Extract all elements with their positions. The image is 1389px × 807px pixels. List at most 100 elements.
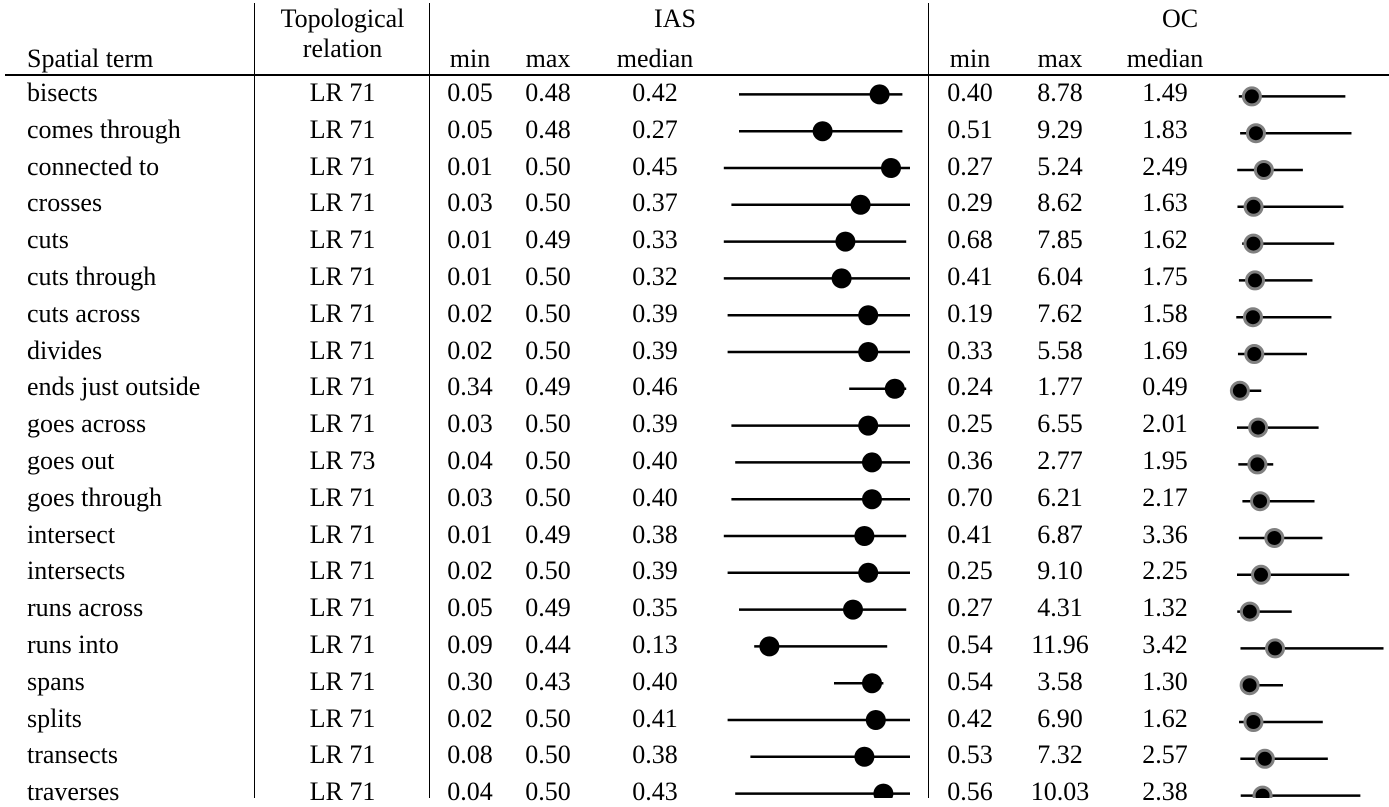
ias-max-cell: 0.50 — [525, 446, 571, 475]
header-ias-min: min — [449, 44, 491, 73]
oc-median-cell: 1.75 — [1142, 262, 1188, 291]
term-cell: transects — [27, 740, 118, 770]
ias-median-cell: 0.38 — [632, 740, 678, 770]
ias-median-cell: 0.40 — [632, 446, 678, 475]
oc-min-cell: 0.36 — [947, 446, 993, 475]
ias-min-cell: 0.05 — [447, 78, 493, 107]
ias-median-cell: 0.45 — [632, 151, 678, 181]
relation-cell: LR 71 — [309, 740, 376, 770]
header-ias-median: median — [616, 44, 694, 73]
ias-max-cell: 0.50 — [525, 188, 571, 218]
term-cell: cuts across — [27, 298, 141, 328]
ias-min-cell: 0.02 — [447, 556, 493, 586]
oc-median-cell: 1.30 — [1142, 666, 1188, 696]
ias-median-dot — [862, 452, 882, 473]
relation-cell: LR 71 — [309, 188, 376, 218]
oc-min-cell: 0.27 — [947, 151, 993, 181]
ias-max-cell: 0.50 — [525, 298, 571, 328]
term-cell: divides — [27, 335, 103, 365]
ias-median-dot — [831, 268, 852, 289]
ias-median-cell: 0.13 — [632, 630, 678, 659]
term-cell: intersects — [27, 556, 126, 586]
ias-median-dot — [869, 84, 890, 105]
header-oc-min: min — [949, 44, 991, 73]
relation-cell: LR 71 — [309, 556, 376, 586]
term-cell: runs into — [27, 630, 119, 659]
ias-min-cell: 0.01 — [447, 151, 493, 181]
header-topological-line2: relation — [302, 34, 383, 63]
ias-min-cell: 0.09 — [447, 630, 493, 659]
oc-min-cell: 0.40 — [947, 78, 993, 107]
ias-median-dot — [862, 673, 882, 694]
ias-median-cell: 0.37 — [632, 188, 678, 218]
ias-min-cell: 0.03 — [447, 188, 493, 218]
ias-max-cell: 0.50 — [525, 262, 571, 291]
ias-median-cell: 0.32 — [632, 262, 678, 291]
term-cell: runs across — [27, 593, 144, 623]
relation-cell: LR 71 — [309, 335, 376, 365]
relation-cell: LR 71 — [309, 409, 376, 439]
oc-median-cell: 1.62 — [1142, 703, 1188, 733]
term-cell: spans — [27, 666, 85, 696]
oc-median-cell: 1.32 — [1142, 593, 1188, 623]
oc-median-dot — [1254, 748, 1275, 769]
relation-cell: LR 71 — [309, 225, 376, 255]
term-cell: comes through — [27, 114, 181, 144]
oc-median-dot — [1252, 785, 1273, 798]
ias-median-dot — [881, 158, 901, 178]
ias-median-cell: 0.35 — [632, 593, 678, 623]
relation-cell: LR 71 — [309, 78, 376, 107]
ias-median-cell: 0.39 — [632, 556, 678, 586]
oc-max-cell: 2.77 — [1037, 446, 1083, 475]
oc-max-cell: 8.62 — [1037, 188, 1083, 218]
term-cell: cuts — [27, 225, 69, 255]
ias-median-dot — [865, 710, 886, 730]
oc-max-cell: 7.62 — [1037, 298, 1083, 328]
ias-median-dot — [862, 489, 882, 510]
ias-median-cell: 0.41 — [632, 703, 678, 733]
oc-max-cell: 6.87 — [1037, 519, 1083, 549]
ias-median-cell: 0.27 — [632, 114, 678, 144]
term-cell: bisects — [27, 78, 98, 107]
header-rule — [5, 74, 1389, 76]
ias-median-dot — [843, 599, 863, 620]
ias-median-dot — [854, 746, 875, 767]
relation-cell: LR 71 — [309, 114, 376, 144]
oc-median-cell: 2.01 — [1142, 409, 1188, 439]
oc-min-cell: 0.51 — [947, 114, 993, 144]
oc-min-cell: 0.41 — [947, 519, 993, 549]
ias-median-dot — [835, 231, 856, 252]
oc-min-cell: 0.53 — [947, 740, 993, 770]
ias-min-cell: 0.34 — [447, 372, 493, 402]
ias-min-cell: 0.03 — [447, 409, 493, 439]
oc-median-dot — [1247, 454, 1268, 475]
oc-min-cell: 0.41 — [947, 262, 993, 291]
oc-min-cell: 0.24 — [947, 372, 993, 402]
oc-max-cell: 8.78 — [1037, 78, 1083, 107]
ias-max-cell: 0.50 — [525, 335, 571, 365]
term-cell: ends just outside — [27, 372, 201, 402]
ias-median-cell: 0.39 — [632, 335, 678, 365]
ias-max-cell: 0.49 — [525, 519, 571, 549]
relation-cell: LR 71 — [309, 519, 376, 549]
oc-median-cell: 2.17 — [1142, 482, 1188, 512]
ias-median-cell: 0.40 — [632, 482, 678, 512]
ias-max-cell: 0.49 — [525, 372, 571, 402]
ias-min-cell: 0.03 — [447, 482, 493, 512]
ias-max-cell: 0.49 — [525, 225, 571, 255]
oc-median-cell: 1.95 — [1142, 446, 1188, 475]
oc-min-cell: 0.19 — [947, 298, 993, 328]
header-ias-max: max — [525, 44, 571, 73]
oc-median-dot — [1244, 344, 1265, 364]
oc-median-cell: 1.62 — [1142, 225, 1188, 255]
ias-max-cell: 0.50 — [525, 409, 571, 439]
oc-median-cell: 1.63 — [1142, 188, 1188, 218]
ias-min-cell: 0.01 — [447, 519, 493, 549]
oc-median-cell: 1.69 — [1142, 335, 1188, 365]
term-cell: goes out — [27, 446, 115, 475]
term-cell: cuts through — [27, 262, 157, 291]
term-cell: splits — [27, 703, 82, 733]
ias-min-cell: 0.30 — [447, 666, 493, 696]
ias-max-cell: 0.50 — [525, 740, 571, 770]
